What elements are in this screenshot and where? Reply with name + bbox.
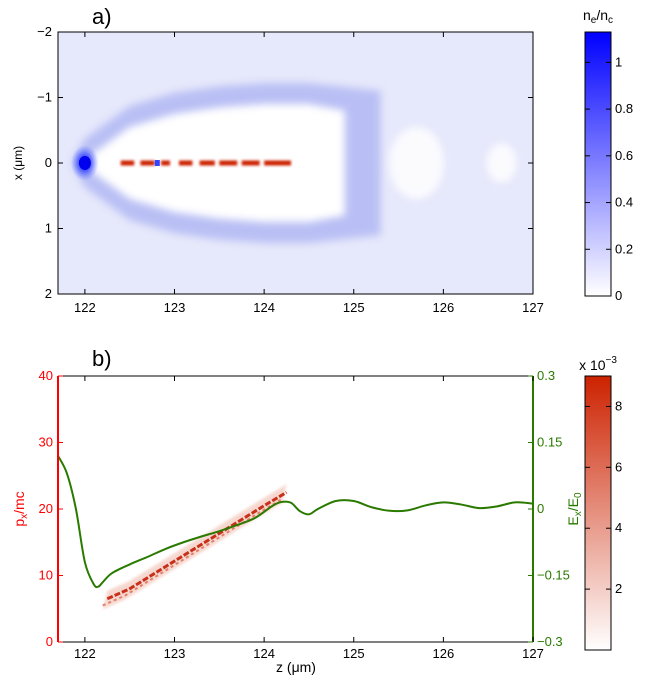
cb-a-label-sep: /n: [596, 7, 608, 23]
b-xtick-label-3: 125: [343, 646, 365, 661]
a-xtick-label-3: 125: [343, 300, 365, 315]
beam-segment-6: [242, 161, 260, 166]
density-colorbar: [585, 32, 611, 296]
panel-b: b) 122 123 124 125 126 127010203040−0.3−0.150…: [11, 346, 622, 675]
panel-a: a) 122 123 124 125 126 127 −2 −1 0 1 2 x (μm) 0 0.2…: [11, 4, 633, 315]
cb-a-tick-label-0: 0: [615, 288, 622, 303]
a-xtick-label-1: 123: [164, 300, 186, 315]
b-y2tick-label-1: −0.15: [537, 568, 570, 583]
beam-segment-5: [219, 161, 237, 166]
a-xtick-label-5: 127: [522, 300, 544, 315]
secondary-bubble-0: [389, 127, 443, 199]
beam-segment-1: [140, 161, 154, 166]
b-ytick-label-4: 40: [39, 368, 53, 383]
ylabel-b2-sep: /E: [565, 498, 581, 511]
density-peak-core: [79, 156, 91, 170]
cb-b-label-exp: −3: [606, 355, 618, 366]
b-xtick-label-4: 126: [433, 646, 455, 661]
a-ytick-label-4: 2: [45, 286, 52, 301]
b-ytick-label-3: 30: [39, 435, 53, 450]
secondary-bubble-1: [487, 143, 517, 182]
panel-b-xlabel: z (μm): [276, 659, 316, 675]
field-series-line: [58, 456, 533, 587]
field-line: [58, 456, 533, 587]
a-ytick-label-1: −1: [37, 90, 52, 105]
b-xtick-label-1: 123: [164, 646, 186, 661]
a-xtick-label-4: 126: [433, 300, 455, 315]
cb-b-tick-label-3: 8: [615, 398, 622, 413]
cb-a-tick-label-4: 0.8: [615, 101, 633, 116]
b-y2tick-label-0: −0.3: [537, 634, 563, 649]
cb-b-tick-label-1: 4: [615, 520, 622, 535]
cb-a-label-sub2: c: [608, 15, 613, 26]
cb-a-tick-label-2: 0.4: [615, 195, 633, 210]
cb-b-label-main: x 10: [579, 357, 606, 373]
beam-segment-4: [200, 161, 215, 166]
a-ytick-label-2: 0: [45, 155, 52, 170]
beam-segment-3: [179, 161, 192, 166]
cb-a-label-main: n: [583, 7, 591, 23]
b-ytick-label-2: 20: [39, 501, 53, 516]
cb-a-tick-label-5: 1: [615, 54, 622, 69]
phase-space-map: [103, 484, 287, 609]
a-ytick-label-3: 1: [45, 221, 52, 236]
cb-b-tick-label-0: 2: [615, 581, 622, 596]
panel-b-ylabel: px/mc: [11, 491, 30, 526]
a-xtick-label-0: 122: [74, 300, 96, 315]
b-xtick-label-2: 124: [253, 646, 275, 661]
panel-a-label: a): [92, 4, 112, 29]
phase-colorbar-label: x 10−3: [579, 355, 617, 373]
a-ytick-label-0: −2: [37, 24, 52, 39]
b-ytick-label-1: 10: [39, 568, 53, 583]
beam-blue-spot: [155, 160, 160, 166]
panel-b-right-ylabel: Ex/E0: [565, 492, 584, 526]
density-map: [58, 32, 533, 294]
density-colorbar-label: ne/nc: [583, 7, 613, 26]
b-xtick-label-0: 122: [74, 646, 96, 661]
beam-segment-2: [161, 161, 170, 166]
cb-b-tick-label-2: 6: [615, 459, 622, 474]
ylabel-b-main: p: [11, 519, 27, 527]
b-ytick-label-0: 0: [46, 634, 53, 649]
ylabel-b2-sub2: 0: [573, 492, 584, 498]
panel-a-ylabel: x (μm): [11, 146, 25, 180]
cb-a-tick-label-1: 0.2: [615, 241, 633, 256]
b-y2tick-label-3: 0.15: [537, 435, 562, 450]
b-y2tick-label-4: 0.3: [537, 368, 555, 383]
b-y2tick-label-2: 0: [537, 501, 544, 516]
ylabel-b-rest: /mc: [11, 491, 27, 514]
a-xtick-label-2: 124: [253, 300, 275, 315]
beam-segment-0: [121, 161, 134, 166]
ylabel-b2-main: E: [565, 516, 581, 525]
panel-b-label: b): [92, 346, 112, 371]
cb-a-tick-label-3: 0.6: [615, 148, 633, 163]
beam-segment-7: [264, 161, 291, 166]
phase-colorbar: [585, 376, 611, 650]
